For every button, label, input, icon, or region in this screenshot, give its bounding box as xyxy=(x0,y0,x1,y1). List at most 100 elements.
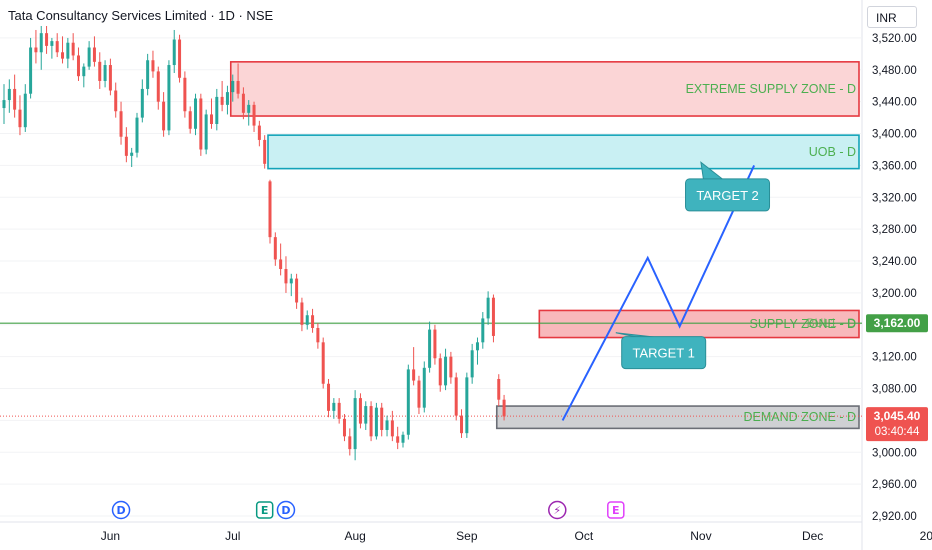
candle-body[interactable] xyxy=(178,39,182,78)
price-axis-panel[interactable] xyxy=(862,0,932,550)
candle-body[interactable] xyxy=(268,181,272,238)
candle-body[interactable] xyxy=(29,47,33,94)
candle-body[interactable] xyxy=(305,315,309,325)
candle-body[interactable] xyxy=(215,96,219,124)
candle-body[interactable] xyxy=(433,329,437,359)
candle-body[interactable] xyxy=(61,52,65,59)
candle-body[interactable] xyxy=(23,93,27,128)
candle-body[interactable] xyxy=(146,60,150,89)
candle-body[interactable] xyxy=(358,398,362,424)
candle-body[interactable] xyxy=(263,139,267,164)
candle-body[interactable] xyxy=(204,114,208,150)
candle-body[interactable] xyxy=(71,42,75,56)
candle-body[interactable] xyxy=(284,269,288,284)
candle-body[interactable] xyxy=(369,406,373,437)
event-dividend-icon[interactable]: D xyxy=(276,500,296,520)
candle-body[interactable] xyxy=(66,42,70,59)
event-earnings-icon[interactable]: E xyxy=(255,501,274,519)
candle-body[interactable] xyxy=(194,98,198,129)
zone-demand[interactable] xyxy=(495,405,860,430)
candle-body[interactable] xyxy=(406,369,410,435)
zone-extreme[interactable] xyxy=(229,61,860,117)
candle-body[interactable] xyxy=(257,125,261,140)
candle-body[interactable] xyxy=(76,55,80,77)
candle-body[interactable] xyxy=(247,104,251,113)
candle-body[interactable] xyxy=(316,327,320,343)
candle-body[interactable] xyxy=(151,60,155,72)
event-split-icon[interactable]: ⚡ xyxy=(548,500,567,520)
candle-body[interactable] xyxy=(98,61,102,81)
candle-body[interactable] xyxy=(454,377,458,416)
callout-target-2[interactable]: TARGET 2 xyxy=(685,161,771,212)
candle-body[interactable] xyxy=(412,369,416,381)
candle-body[interactable] xyxy=(87,47,91,67)
candle-body[interactable] xyxy=(417,380,421,408)
candle-body[interactable] xyxy=(108,65,112,91)
zone-supply[interactable] xyxy=(538,309,860,339)
candle-body[interactable] xyxy=(497,378,501,400)
candle-body[interactable] xyxy=(172,39,176,66)
candle-body[interactable] xyxy=(13,88,17,110)
candle-body[interactable] xyxy=(252,104,256,126)
candle-body[interactable] xyxy=(460,415,464,434)
candle-body[interactable] xyxy=(39,33,43,53)
candle-body[interactable] xyxy=(55,41,59,53)
candle-body[interactable] xyxy=(225,92,229,105)
candle-body[interactable] xyxy=(82,66,86,77)
candle-body[interactable] xyxy=(475,342,479,351)
candle-body[interactable] xyxy=(502,399,506,417)
candle-body[interactable] xyxy=(135,117,139,153)
candle-body[interactable] xyxy=(162,101,166,131)
candle-body[interactable] xyxy=(390,420,394,437)
candle-body[interactable] xyxy=(348,436,352,450)
candle-body[interactable] xyxy=(114,90,118,112)
callout-target-1[interactable]: TARGET 1 xyxy=(615,332,707,370)
candle-body[interactable] xyxy=(353,398,357,450)
zone-uob[interactable] xyxy=(267,134,860,170)
candle-body[interactable] xyxy=(401,434,405,443)
candle-body[interactable] xyxy=(156,71,160,102)
candle-body[interactable] xyxy=(311,315,315,328)
candle-body[interactable] xyxy=(396,436,400,443)
candle-body[interactable] xyxy=(236,80,240,94)
candle-body[interactable] xyxy=(438,358,442,386)
projection-path[interactable] xyxy=(561,165,756,421)
candle-body[interactable] xyxy=(279,259,283,270)
candle-body[interactable] xyxy=(183,77,187,112)
candle-body[interactable] xyxy=(7,88,11,101)
candle-body[interactable] xyxy=(34,47,38,53)
candle-body[interactable] xyxy=(45,33,49,46)
candle-body[interactable] xyxy=(428,329,432,368)
candle-body[interactable] xyxy=(273,237,277,260)
candle-body[interactable] xyxy=(332,402,336,411)
candle-body[interactable] xyxy=(188,111,192,129)
candle-body[interactable] xyxy=(449,356,453,378)
candle-body[interactable] xyxy=(103,65,107,81)
candle-body[interactable] xyxy=(465,377,469,434)
candle-body[interactable] xyxy=(140,88,144,118)
candle-body[interactable] xyxy=(167,65,171,131)
currency-selector[interactable]: INR xyxy=(867,6,917,28)
candle-body[interactable] xyxy=(18,109,22,128)
candle-body[interactable] xyxy=(486,297,490,319)
candle-body[interactable] xyxy=(470,350,474,378)
candle-body[interactable] xyxy=(295,278,299,303)
candle-body[interactable] xyxy=(92,47,96,62)
candle-body[interactable] xyxy=(491,297,495,336)
candle-body[interactable] xyxy=(444,356,448,386)
candle-body[interactable] xyxy=(422,367,426,408)
candle-body[interactable] xyxy=(241,93,245,113)
candle-body[interactable] xyxy=(130,152,134,156)
candle-body[interactable] xyxy=(380,407,384,430)
event-dividend-icon[interactable]: D xyxy=(111,500,131,520)
candle-body[interactable] xyxy=(481,318,485,343)
candle-body[interactable] xyxy=(364,406,368,424)
candle-body[interactable] xyxy=(327,383,331,411)
candle-body[interactable] xyxy=(289,278,293,284)
candle-body[interactable] xyxy=(321,342,325,384)
candle-body[interactable] xyxy=(50,41,54,46)
candle-body[interactable] xyxy=(342,418,346,437)
candle-body[interactable] xyxy=(385,420,389,430)
candle-body[interactable] xyxy=(300,302,304,325)
